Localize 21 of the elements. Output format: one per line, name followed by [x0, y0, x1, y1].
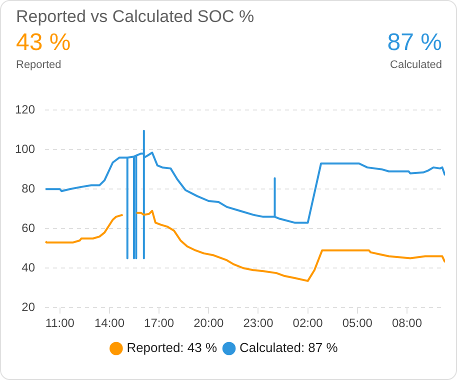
y-tick-label: 100: [14, 142, 36, 156]
x-tick-label: 23:00: [243, 316, 274, 330]
x-tick-label: 02:00: [292, 316, 324, 330]
chart-title: Reported vs Calculated SOC %: [16, 7, 254, 27]
text: 87 %: [387, 29, 442, 57]
y-tick-label: 40: [22, 260, 36, 274]
x-tick-label: 08:00: [392, 316, 422, 330]
legend-label: Calculated: 87 %: [240, 340, 338, 356]
x-tick-label: 14:00: [94, 316, 125, 330]
text: Calculated: [390, 59, 442, 71]
x-tick-label: 11:00: [45, 316, 75, 330]
text: Reported: [16, 59, 62, 71]
text: 43 %: [16, 29, 71, 57]
y-tick-label: 80: [22, 181, 36, 196]
x-tick-label: 17:00: [144, 316, 174, 330]
y-tick-label: 60: [22, 220, 36, 235]
y-tick-label: 120: [14, 102, 36, 117]
legend-label: Reported: 43 %: [126, 340, 218, 356]
x-tick-label: 20:00: [194, 316, 224, 330]
x-tick-label: 05:00: [342, 316, 373, 330]
y-tick-label: 20: [22, 300, 36, 314]
